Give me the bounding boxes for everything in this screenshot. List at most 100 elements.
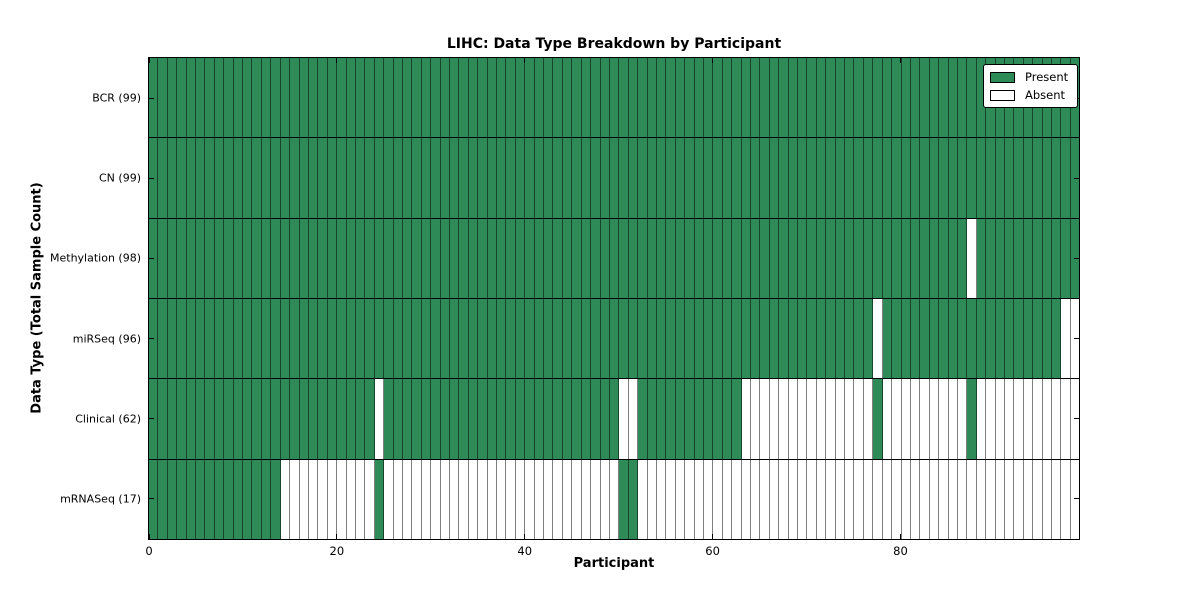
matrix-cell	[666, 459, 676, 539]
matrix-cell	[638, 58, 648, 138]
matrix-cell	[506, 379, 516, 459]
matrix-cell	[290, 218, 300, 298]
matrix-cell	[591, 298, 601, 379]
matrix-cell	[854, 459, 864, 539]
matrix-cell	[478, 298, 488, 379]
y-tick-label: BCR (99)	[92, 91, 141, 105]
matrix-cell	[440, 58, 450, 138]
matrix-cell	[600, 58, 610, 138]
matrix-cell	[515, 379, 526, 459]
matrix-cell	[609, 218, 620, 298]
matrix-cell	[685, 138, 695, 218]
matrix-cell	[600, 218, 610, 298]
matrix-cell	[374, 298, 385, 379]
matrix-cell	[873, 138, 883, 218]
matrix-cell	[939, 459, 949, 539]
matrix-cell	[788, 298, 799, 379]
matrix-cell	[412, 138, 422, 218]
matrix-cell	[196, 459, 206, 539]
matrix-cell	[440, 138, 450, 218]
matrix-cell	[196, 138, 206, 218]
matrix-cell	[544, 58, 554, 138]
matrix-cell	[929, 58, 940, 138]
matrix-cell	[816, 459, 827, 539]
matrix-cell	[252, 298, 262, 379]
matrix-cell	[976, 218, 987, 298]
matrix-cell	[572, 459, 582, 539]
matrix-cell	[299, 379, 309, 459]
matrix-cell	[525, 298, 535, 379]
matrix-cell	[656, 138, 667, 218]
matrix-cell	[901, 138, 911, 218]
matrix-cell	[374, 459, 385, 539]
matrix-cell	[957, 218, 968, 298]
matrix-cell	[290, 58, 300, 138]
matrix-cell	[957, 58, 968, 138]
matrix-cell	[1004, 298, 1015, 379]
matrix-cell	[628, 459, 639, 539]
matrix-cell	[177, 218, 187, 298]
matrix-cell	[1033, 138, 1043, 218]
matrix-cell	[365, 459, 375, 539]
matrix-cell	[327, 138, 338, 218]
y-tick-mark	[1074, 177, 1079, 179]
x-tick-mark	[148, 58, 150, 63]
plot-area: BCR (99) CN (99) Methylation (98) miRSeq (9…	[50, 57, 1080, 558]
matrix-cell	[1042, 218, 1052, 298]
matrix-cell	[798, 379, 808, 459]
matrix-cell	[1004, 138, 1015, 218]
matrix-cell	[450, 298, 460, 379]
matrix-cell	[525, 379, 535, 459]
matrix-cell	[807, 138, 817, 218]
matrix-cell	[487, 138, 498, 218]
matrix-cell	[581, 138, 592, 218]
matrix-cell	[694, 218, 704, 298]
matrix-cell	[835, 459, 846, 539]
matrix-cell	[826, 379, 836, 459]
matrix-cell	[929, 298, 940, 379]
matrix-row-methylation	[149, 217, 1080, 298]
y-tick-mark	[1074, 498, 1079, 500]
matrix-cell	[497, 138, 507, 218]
matrix-cell	[591, 459, 601, 539]
matrix-cell	[402, 459, 413, 539]
matrix-cell	[252, 58, 262, 138]
matrix-cell	[666, 379, 676, 459]
matrix-cell	[1052, 218, 1062, 298]
matrix-cell	[967, 58, 977, 138]
matrix-cell	[365, 218, 375, 298]
matrix-cell	[1023, 459, 1034, 539]
matrix-cell	[177, 298, 187, 379]
matrix-cell	[675, 138, 686, 218]
matrix-cell	[722, 459, 733, 539]
matrix-cell	[337, 58, 347, 138]
matrix-cell	[450, 58, 460, 138]
matrix-cell	[337, 459, 347, 539]
matrix-cell	[487, 459, 498, 539]
matrix-cell	[252, 379, 262, 459]
matrix-cell	[948, 58, 958, 138]
matrix-cell	[685, 218, 695, 298]
matrix-cell	[261, 138, 272, 218]
matrix-cell	[892, 379, 902, 459]
x-tick-label: 20	[329, 544, 345, 558]
matrix-cell	[158, 58, 168, 138]
matrix-cell	[703, 218, 714, 298]
matrix-cell	[826, 459, 836, 539]
matrix-cell	[581, 58, 592, 138]
matrix-cell	[534, 459, 545, 539]
matrix-cell	[741, 58, 751, 138]
matrix-cell	[252, 138, 262, 218]
matrix-cell	[760, 218, 770, 298]
matrix-cell	[497, 459, 507, 539]
matrix-cell	[1014, 379, 1024, 459]
matrix-cell	[628, 298, 639, 379]
matrix-cell	[261, 218, 272, 298]
matrix-cell	[600, 459, 610, 539]
matrix-cell	[591, 138, 601, 218]
legend-swatch-present	[990, 71, 1015, 83]
matrix-cell	[562, 218, 573, 298]
matrix-cell	[703, 298, 714, 379]
matrix-cell	[243, 218, 253, 298]
matrix-cell	[675, 379, 686, 459]
